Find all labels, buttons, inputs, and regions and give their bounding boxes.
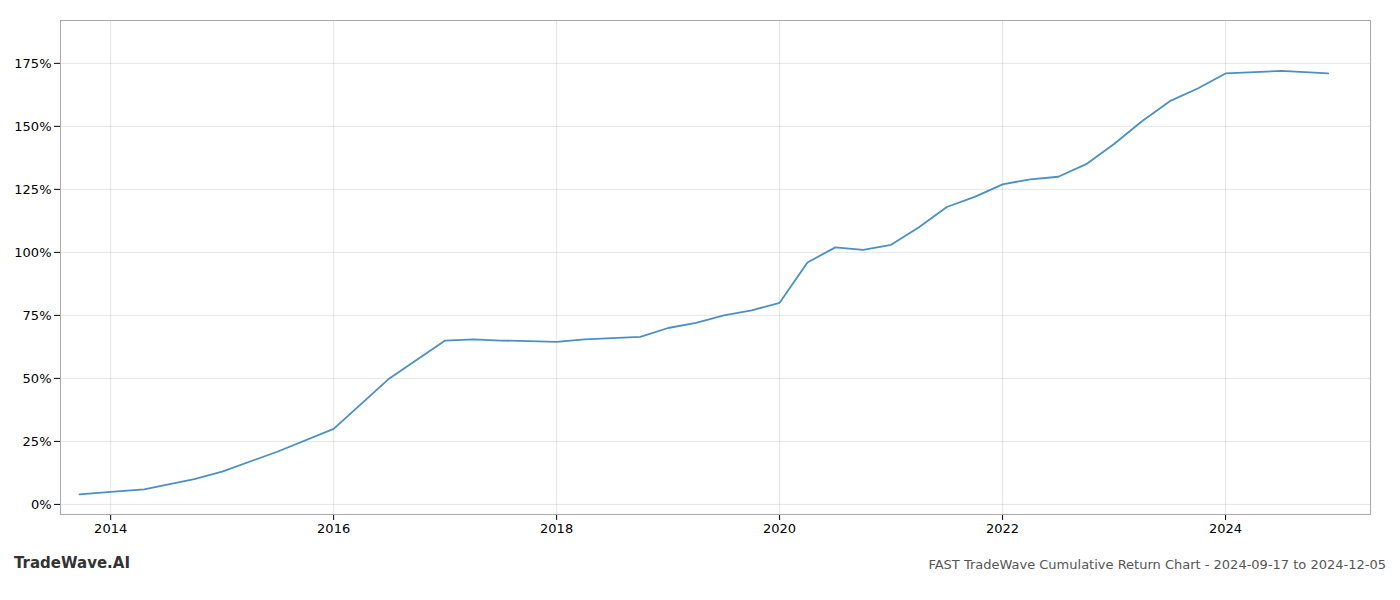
svg-text:2024: 2024: [1209, 521, 1242, 536]
svg-text:2018: 2018: [540, 521, 573, 536]
svg-text:2020: 2020: [763, 521, 796, 536]
svg-text:2022: 2022: [986, 521, 1019, 536]
html-text:TradeWave.AI: TradeWave.AI: [14, 554, 130, 572]
svg-text:25%: 25%: [23, 434, 52, 449]
svg-text:100%: 100%: [14, 245, 51, 260]
html-text:FAST TradeWave Cumulative Retu: FAST TradeWave Cumulative Return Chart -…: [928, 557, 1386, 572]
svg-text:175%: 175%: [14, 56, 51, 71]
svg-text:150%: 150%: [14, 119, 51, 134]
svg-text:125%: 125%: [14, 182, 51, 197]
svg-text:2014: 2014: [94, 521, 127, 536]
svg-text:50%: 50%: [23, 371, 52, 386]
svg-text:75%: 75%: [23, 308, 52, 323]
svg-text:0%: 0%: [31, 497, 52, 512]
svg-text:2016: 2016: [317, 521, 350, 536]
